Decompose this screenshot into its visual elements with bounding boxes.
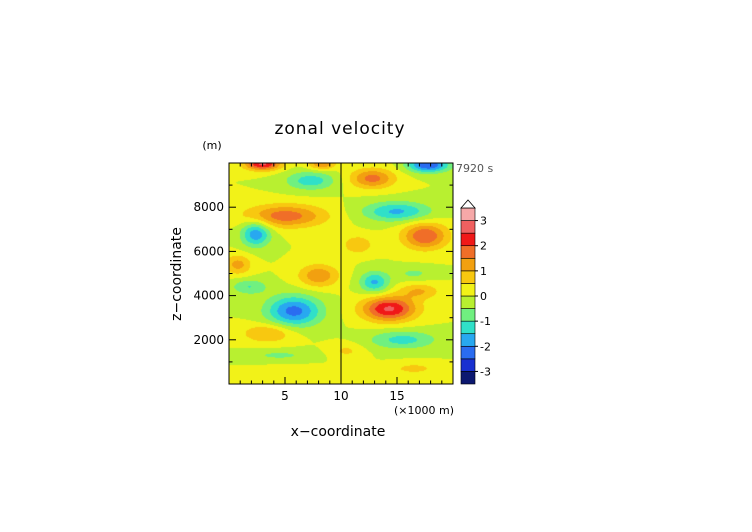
time-label: 7920 s <box>456 162 493 175</box>
x-ticks: 5 10 15 <box>239 163 443 403</box>
y-tick-label: 2000 <box>193 333 224 347</box>
y-ticks: 2000 4000 6000 8000 <box>193 184 453 363</box>
colorbar-band <box>460 308 476 322</box>
x-unit-label: (×1000 m) <box>394 404 454 417</box>
plot-area <box>229 163 453 384</box>
colorbar-tick-label: -1 <box>480 315 491 328</box>
colorbar-band <box>460 207 476 221</box>
colorbar-tick-label: -2 <box>480 340 491 353</box>
y-unit-label: (m) <box>202 139 221 152</box>
colorbar-extend-triangle <box>460 199 476 209</box>
colorbar-band <box>460 345 476 360</box>
colorbar-tick-label: 2 <box>480 240 487 253</box>
colorbar-band <box>460 245 476 259</box>
colorbar-band <box>460 220 476 234</box>
x-tick-label: 15 <box>389 389 404 403</box>
x-axis-label: x−coordinate <box>291 424 386 440</box>
chart-title: zonal velocity <box>274 119 405 139</box>
colorbar <box>460 199 476 385</box>
colorbar-band <box>460 257 476 272</box>
colorbar-band <box>460 270 476 284</box>
colorbar-tick-label: 0 <box>480 290 487 303</box>
colorbar-band <box>460 232 476 247</box>
x-tick-label: 10 <box>333 389 348 403</box>
colorbar-band <box>460 320 476 335</box>
colorbar-band <box>460 283 476 297</box>
colorbar-band <box>460 358 476 372</box>
y-tick-label: 6000 <box>193 244 224 258</box>
y-tick-label: 8000 <box>193 200 224 214</box>
x-tick-label: 5 <box>281 389 289 403</box>
colorbar-band <box>460 371 476 385</box>
colorbar-band <box>460 295 476 309</box>
y-tick-label: 4000 <box>193 289 224 303</box>
colorbar-tick-label: -3 <box>480 365 491 378</box>
colorbar-ticks: -3 -2 -1 0 1 2 3 <box>475 215 491 378</box>
colorbar-band <box>460 333 476 347</box>
colorbar-tick-label: 3 <box>480 215 487 228</box>
colorbar-tick-label: 1 <box>480 265 487 278</box>
y-axis-label: z−coordinate <box>169 227 185 321</box>
